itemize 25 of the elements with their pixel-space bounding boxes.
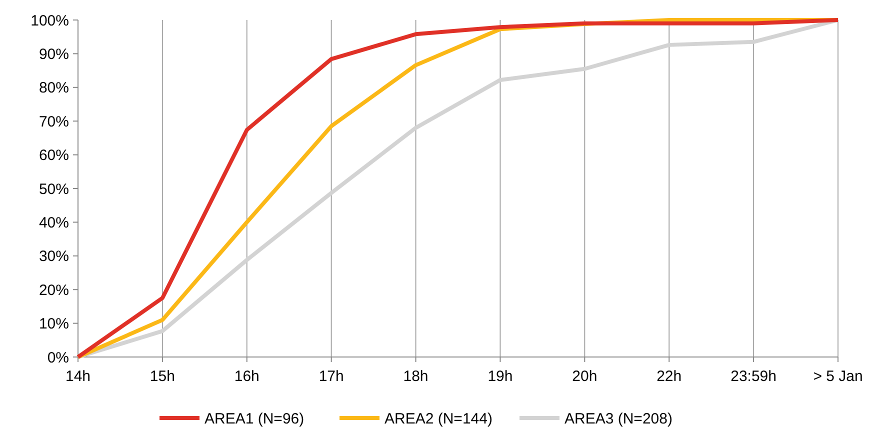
legend-label: AREA1 (N=96)	[204, 410, 304, 428]
x-tick-label: 15h	[150, 368, 175, 385]
x-tick-label: 14h	[65, 368, 91, 385]
x-tick-label: 22h	[656, 368, 682, 385]
y-tick-label: 80%	[38, 80, 69, 97]
line-series	[76, 18, 840, 359]
x-tick-label: > 5 Jan	[813, 368, 863, 385]
y-tick-label: 20%	[38, 282, 69, 299]
y-tick-label: 10%	[38, 316, 69, 333]
y-tick-label: 90%	[38, 46, 69, 63]
x-tick-label: 18h	[403, 368, 428, 385]
y-tick-label: 100%	[30, 12, 69, 30]
y-tick-label: 0%	[47, 349, 69, 366]
x-tick-label: 19h	[488, 368, 513, 385]
legend-label: AREA2 (N=144)	[384, 410, 492, 428]
y-tick-label: 60%	[38, 147, 69, 164]
x-tick-label: 20h	[572, 368, 598, 385]
y-tick-label: 70%	[38, 113, 69, 130]
y-tick-label: 30%	[38, 248, 69, 266]
x-tick-label: 16h	[234, 368, 260, 385]
y-tick-label: 50%	[38, 180, 69, 198]
x-tick-label: 23:59h	[730, 368, 776, 385]
x-tick-label: 17h	[318, 368, 344, 385]
y-tick-label: 40%	[38, 214, 69, 232]
legend-label: AREA3 (N=208)	[564, 410, 672, 428]
